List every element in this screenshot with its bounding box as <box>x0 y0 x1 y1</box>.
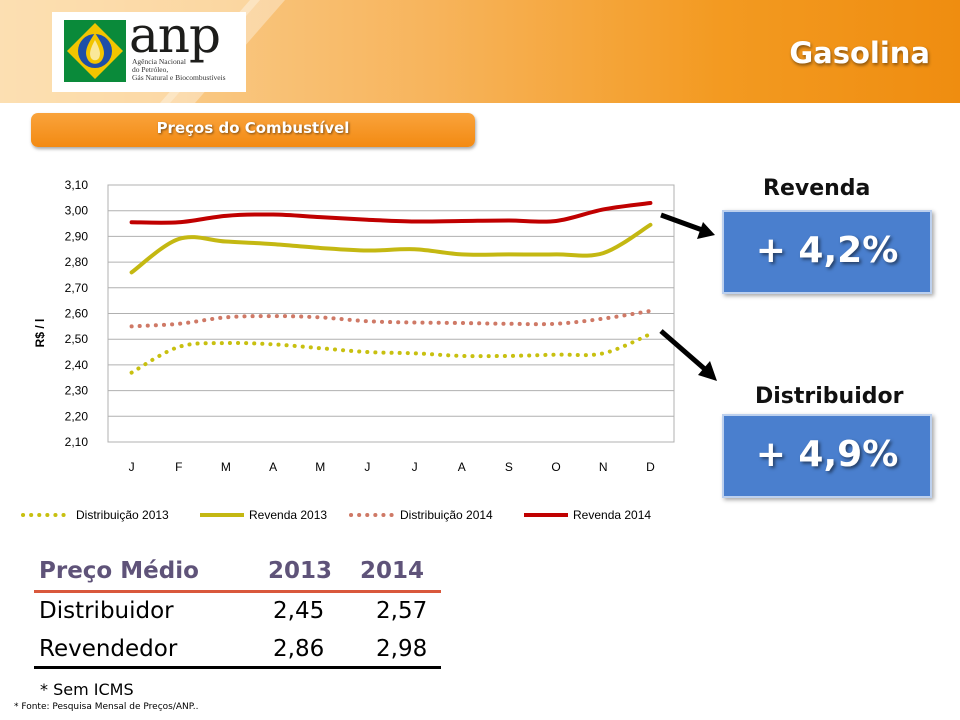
y-tick-label: 2,30 <box>65 384 89 398</box>
x-tick-label: M <box>315 460 325 474</box>
table-cell-2014: 2,98 <box>376 636 428 662</box>
series-line-distribui-o-2014 <box>129 308 653 329</box>
chart-series <box>129 200 653 375</box>
chart-gridlines <box>107 184 675 443</box>
section-label: Preços do Combustível <box>31 113 475 147</box>
distribuidor-change-value: + 4,9% <box>755 434 899 475</box>
x-tick-label: A <box>269 460 277 474</box>
series-line-revenda-2014 <box>129 200 653 225</box>
table-bottom-rule <box>34 666 441 669</box>
revenda-change-box: + 4,2% <box>722 210 932 294</box>
revenda-change-value: + 4,2% <box>755 230 899 271</box>
page-title: Gasolina <box>789 36 930 70</box>
arrow-to-distribuidor-icon <box>659 329 717 381</box>
table-cell-2013: 2,45 <box>273 598 325 624</box>
table-row-label: Revendedor <box>39 636 178 662</box>
x-tick-label: O <box>551 460 560 474</box>
y-tick-label: 2,80 <box>65 255 89 269</box>
anp-emblem-icon <box>64 20 126 82</box>
x-tick-label: A <box>458 460 466 474</box>
logo-subtitle: Agência Nacional do Petróleo, Gás Natura… <box>132 57 226 82</box>
x-tick-label: J <box>129 460 135 474</box>
y-axis-label: R$ / l <box>33 319 47 348</box>
icms-note: * Sem ICMS <box>40 680 134 699</box>
y-tick-label: 2,40 <box>65 358 89 372</box>
table-header-2014: 2014 <box>360 558 425 584</box>
series-line-revenda-2013 <box>129 222 653 275</box>
arrow-graphics <box>659 212 717 381</box>
anp-logo: anp Agência Nacional do Petróleo, Gás Na… <box>52 6 246 92</box>
table-header-label: Preço Médio <box>39 558 199 584</box>
x-tick-label: M <box>221 460 231 474</box>
x-tick-label: J <box>412 460 418 474</box>
table-header-2013: 2013 <box>268 558 333 584</box>
table-row-label: Distribuidor <box>39 598 174 624</box>
x-tick-label: D <box>646 460 655 474</box>
y-tick-label: 3,10 <box>65 178 89 192</box>
table-cell-2014: 2,57 <box>376 598 428 624</box>
y-tick-label: 2,70 <box>65 281 89 295</box>
arrow-to-revenda-icon <box>660 212 715 239</box>
x-tick-label: N <box>599 460 608 474</box>
distribuidor-label: Distribuidor <box>755 384 904 409</box>
logo-wordmark: anp <box>129 6 221 64</box>
y-tick-label: 3,00 <box>65 204 89 218</box>
x-tick-label: S <box>505 460 513 474</box>
revenda-label: Revenda <box>763 176 871 201</box>
header-banner: anp Agência Nacional do Petróleo, Gás Na… <box>0 0 960 103</box>
y-tick-label: 2,10 <box>65 435 89 449</box>
series-line-distribui-o-2013 <box>129 332 653 375</box>
source-footnote: * Fonte: Pesquisa Mensal de Preços/ANP.. <box>14 702 199 712</box>
x-tick-label: F <box>175 460 182 474</box>
y-tick-label: 2,20 <box>65 409 89 423</box>
fuel-price-chart: 2,10 2,20 2,30 2,40 2,50 2,60 2,70 2,80 2,90 3,00… <box>33 178 675 474</box>
table-cell-2013: 2,86 <box>273 636 325 662</box>
table-header-rule <box>34 590 441 593</box>
y-tick-label: 2,60 <box>65 307 89 321</box>
x-tick-label: J <box>364 460 370 474</box>
y-tick-label: 2,50 <box>65 332 89 346</box>
section-label-text: Preços do Combustível <box>156 119 350 137</box>
y-tick-label: 2,90 <box>65 229 89 243</box>
y-axis-ticks: 2,10 2,20 2,30 2,40 2,50 2,60 2,70 2,80 2,90 3,00… <box>65 178 89 449</box>
distribuidor-change-box: + 4,9% <box>722 414 932 498</box>
